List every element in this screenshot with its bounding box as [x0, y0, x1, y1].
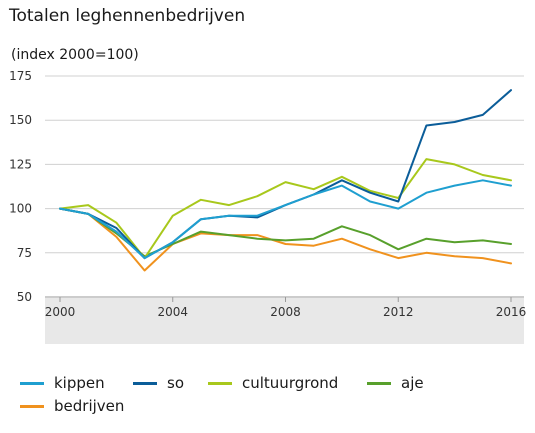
series-line-cultuurgrond: [59, 158, 512, 260]
legend-label-bedrijven: bedrijven: [54, 397, 125, 415]
x-tick-label-2008: 2008: [270, 305, 301, 319]
legend-swatch-kippen: [20, 381, 44, 385]
legend-swatch-aje: [367, 381, 391, 385]
legend-item-cultuurgrond: cultuurgrond: [208, 374, 338, 392]
x-tick-label-2004: 2004: [157, 305, 188, 319]
x-tick-label-2016: 2016: [496, 305, 527, 319]
legend-swatch-cultuurgrond: [208, 381, 232, 385]
y-tick-label-75: 75: [17, 246, 32, 260]
legend-swatch-bedrijven: [20, 404, 44, 408]
x-tick-label-2012: 2012: [383, 305, 414, 319]
legend-item-so: so: [133, 374, 184, 392]
y-tick-label-100: 100: [9, 202, 32, 216]
chart-title: Totalen leghennenbedrijven: [9, 6, 246, 26]
y-axis-label: (index 2000=100): [11, 47, 139, 63]
series-line-bedrijven: [59, 207, 512, 272]
series-line-so: [59, 89, 512, 260]
series-line-kippen: [59, 179, 512, 260]
legend-label-kippen: kippen: [54, 374, 105, 392]
legend-item-bedrijven: bedrijven: [20, 397, 124, 415]
x-tick-label-2000: 2000: [45, 305, 76, 319]
legend-item-aje: aje: [367, 374, 424, 392]
y-tick-label-50: 50: [17, 290, 32, 304]
legend-label-aje: aje: [401, 374, 424, 392]
legend-label-so: so: [167, 374, 184, 392]
y-tick-label-125: 125: [9, 157, 32, 171]
legend-swatch-so: [133, 381, 157, 385]
legend-item-kippen: kippen: [20, 374, 105, 392]
legend-label-cultuurgrond: cultuurgrond: [242, 374, 339, 392]
y-tick-label-150: 150: [9, 113, 32, 127]
y-tick-label-175: 175: [9, 69, 32, 83]
x-axis-band: [45, 298, 524, 344]
